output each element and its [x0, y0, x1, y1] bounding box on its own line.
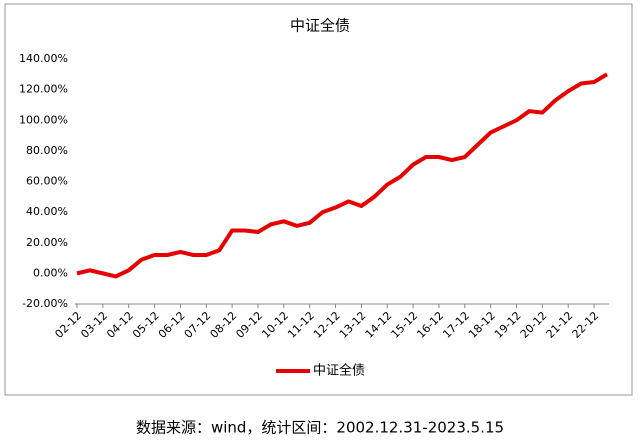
y-tick-label: 60.00% — [26, 175, 68, 188]
y-tick-label: 40.00% — [26, 205, 68, 218]
line-series — [76, 72, 609, 279]
y-tick-label: -20.00% — [22, 297, 68, 310]
y-tick-label: 0.00% — [33, 266, 68, 279]
y-tick-label: 120.00% — [19, 83, 68, 96]
source-note: 数据来源：wind，统计区间：2002.12.31-2023.5.15 — [136, 419, 504, 437]
y-tick-label: 100.00% — [19, 113, 68, 126]
y-tick-label: 140.00% — [19, 52, 68, 65]
chart-frame — [4, 3, 633, 396]
y-tick-label: 80.00% — [26, 144, 68, 157]
chart-title: 中证全债 — [290, 17, 350, 35]
y-tick-label: 20.00% — [26, 236, 68, 249]
legend-label: 中证全债 — [313, 363, 365, 379]
